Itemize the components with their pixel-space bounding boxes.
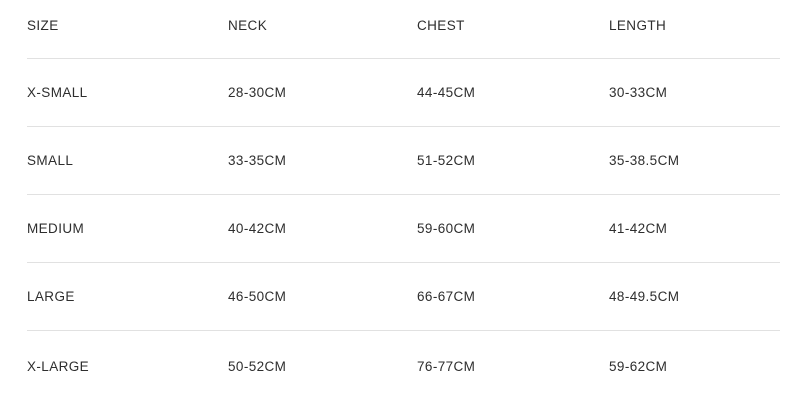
header-cell-neck: NECK [228,18,268,34]
cell-length: 41-42CM [609,220,668,236]
cell-neck: 50-52CM [228,358,287,374]
table-row-small: SMALL 33-35CM 51-52CM 35-38.5CM [27,126,780,194]
cell-neck: 46-50CM [228,288,287,304]
cell-length: 35-38.5CM [609,152,680,168]
cell-chest: 66-67CM [417,288,476,304]
cell-length: 48-49.5CM [609,288,680,304]
table-row-large: LARGE 46-50CM 66-67CM 48-49.5CM [27,262,780,330]
cell-size: X-LARGE [27,358,90,374]
cell-chest: 44-45CM [417,84,476,100]
cell-chest: 51-52CM [417,152,476,168]
header-cell-length: LENGTH [609,18,667,34]
cell-neck: 33-35CM [228,152,287,168]
size-chart-table: SIZE NECK CHEST LENGTH X-SMALL 28-30CM 4… [27,0,780,402]
header-cell-chest: CHEST [417,18,465,34]
cell-neck: 40-42CM [228,220,287,236]
table-row-x-large: X-LARGE 50-52CM 76-77CM 59-62CM [27,330,780,402]
cell-size: SMALL [27,152,74,168]
cell-chest: 76-77CM [417,358,476,374]
cell-size: MEDIUM [27,220,85,236]
cell-size: X-SMALL [27,84,88,100]
cell-chest: 59-60CM [417,220,476,236]
cell-length: 30-33CM [609,84,668,100]
table-header-row: SIZE NECK CHEST LENGTH [27,0,780,58]
table-row-medium: MEDIUM 40-42CM 59-60CM 41-42CM [27,194,780,262]
table-row-x-small: X-SMALL 28-30CM 44-45CM 30-33CM [27,58,780,126]
cell-neck: 28-30CM [228,84,287,100]
cell-length: 59-62CM [609,358,668,374]
cell-size: LARGE [27,288,75,304]
header-cell-size: SIZE [27,18,59,34]
